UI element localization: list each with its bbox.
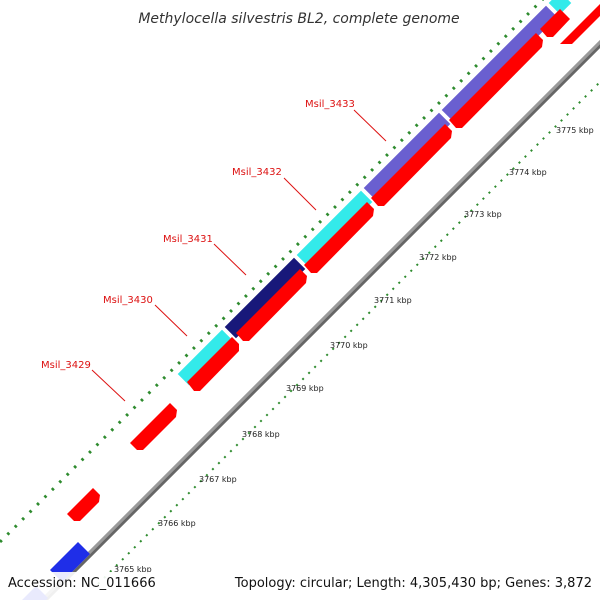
footer-backdrop: [0, 572, 600, 600]
gene-block-cyan-top[interactable]: [547, 0, 573, 16]
genome-summary: Topology: circular; Length: 4,305,430 bp…: [234, 576, 592, 591]
gene-block-cyan-3431[interactable]: [295, 189, 374, 268]
scale-tick-label: 3766 kbp: [158, 519, 196, 528]
cds-arrow-right[interactable]: [560, 4, 600, 44]
gene-label: Msil_3430: [103, 295, 153, 306]
backbone-shadow: [43, 43, 600, 600]
cds-arrow[interactable]: [130, 403, 177, 450]
gene-block-slate-3432[interactable]: [362, 111, 452, 201]
scale-tick-label: 3769 kbp: [286, 384, 324, 393]
scale-tick-label: 3767 kbp: [199, 475, 237, 484]
map-title: Methylocella silvestris BL2, complete ge…: [138, 11, 459, 27]
cds-arrow[interactable]: [371, 124, 452, 206]
cds-arrow[interactable]: [540, 9, 570, 37]
cds-arrow[interactable]: [67, 488, 100, 521]
gene-label: Msil_3431: [163, 234, 213, 245]
scale-tick-label: 3770 kbp: [330, 341, 368, 350]
scale-tick-label: 3768 kbp: [242, 430, 280, 439]
scale-tick-label: 3775 kbp: [556, 126, 594, 135]
scale-tick-label: 3773 kbp: [464, 210, 502, 219]
cds-arrow[interactable]: [187, 337, 239, 391]
cds-arrow[interactable]: [304, 202, 374, 273]
cds-arrow[interactable]: [449, 33, 543, 128]
scale-tick-label: 3772 kbp: [419, 253, 457, 262]
inner-tick-ring: [97, 81, 600, 585]
scale-tick-label: 3774 kbp: [509, 168, 547, 177]
scale-tick-label: 3771 kbp: [374, 296, 412, 305]
gene-block-darkblue-3431[interactable]: [223, 256, 307, 340]
accession-text: Accession: NC_011666: [8, 576, 156, 591]
label-leaders: [91, 109, 387, 402]
gene-label: Msil_3432: [232, 167, 282, 178]
outer-tick-ring: [0, 0, 545, 544]
gene-label: Msil_3433: [305, 99, 355, 110]
backbone: [39, 39, 600, 600]
cds-track: [67, 4, 600, 521]
scale-tick-label: 3765 kbp: [114, 565, 152, 574]
cds-arrow[interactable]: [236, 269, 307, 341]
gene-label: Msil_3429: [41, 360, 91, 371]
